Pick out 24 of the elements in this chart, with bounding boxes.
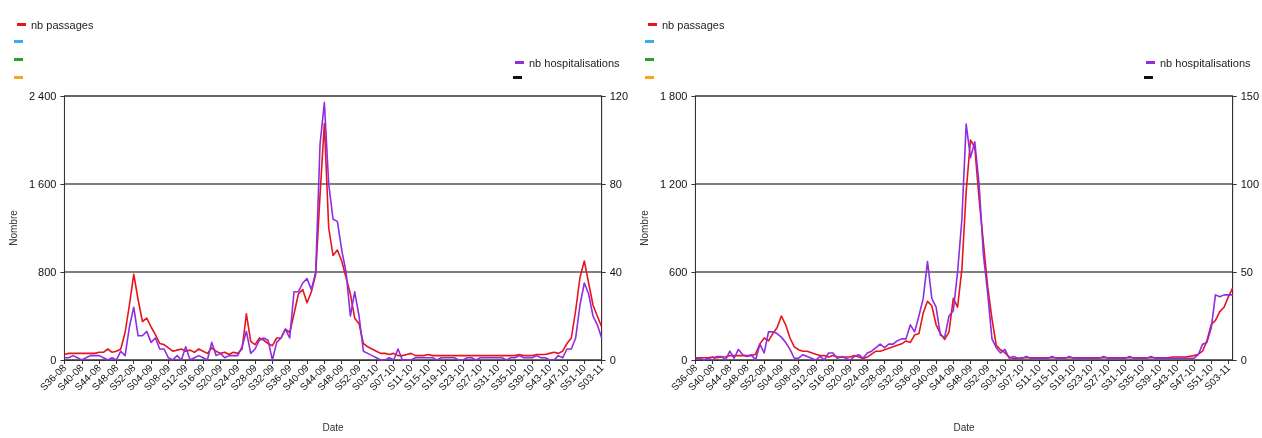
y2-tick-label: 0 (1240, 354, 1247, 366)
legend-label: nb hospitalisations (1160, 56, 1251, 69)
y-axis-title: Nombre (7, 209, 19, 246)
y2-tick-label: 150 (1240, 90, 1260, 102)
y2-tick-label: 40 (609, 266, 622, 278)
y-tick-label: 1 200 (659, 178, 688, 190)
y2-tick-label: 120 (609, 90, 629, 102)
y-tick-label: 1 600 (28, 178, 57, 190)
x-axis-title: Date (322, 421, 345, 433)
y-tick-label: 1 800 (659, 90, 688, 102)
x-axis-title: Date (953, 421, 976, 433)
y-tick-label: 800 (38, 266, 57, 278)
y-tick-label: 2 400 (28, 90, 57, 102)
legend-label: nb hospitalisations (529, 56, 620, 69)
y-tick-label: 0 (681, 354, 688, 366)
y2-tick-label: 80 (609, 178, 622, 190)
y2-tick-label: 100 (1240, 178, 1260, 190)
y2-tick-label: 0 (609, 354, 616, 366)
legend-label: nb passages (31, 18, 94, 31)
legend-label: nb passages (662, 18, 725, 31)
y-tick-label: 600 (669, 266, 688, 278)
y2-tick-label: 50 (1240, 266, 1253, 278)
y-axis-title: Nombre (638, 209, 650, 246)
y-tick-label: 0 (50, 354, 57, 366)
